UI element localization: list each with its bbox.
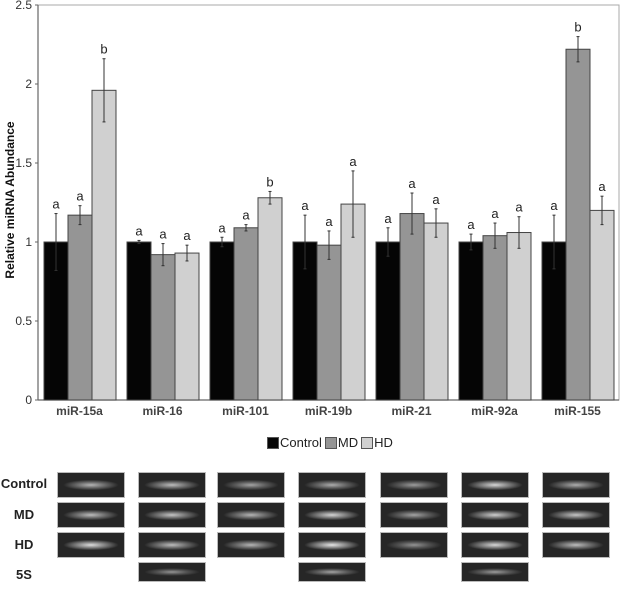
bar-control-mir-101 (209, 241, 235, 401)
significance-letter: b (100, 42, 107, 57)
gel-band-image (298, 532, 366, 558)
significance-letter: a (76, 189, 84, 204)
bar-md-mir-92a (482, 235, 508, 401)
legend-swatch-md (324, 436, 337, 449)
gel-band-image (138, 472, 206, 498)
bar-hd-mir-101 (257, 197, 283, 401)
gel-band-image (461, 532, 529, 558)
bar-md-mir-101 (233, 227, 259, 401)
axes: 0 0.5 1 1.5 2 2.5 miR-15a miR-16 miR-101 miR-19b m… (15, 0, 620, 418)
gel-band-image (57, 502, 125, 528)
gel-band-image (298, 502, 366, 528)
x-tick-label: miR-19b (305, 404, 352, 418)
y-tick-label: 1 (25, 235, 32, 249)
gel-band-image (138, 502, 206, 528)
significance-letter: a (52, 197, 60, 212)
significance-letter: b (266, 174, 273, 189)
legend-label-md: MD (337, 435, 359, 450)
legend-label-control: Control (280, 435, 322, 450)
gel-band-image (542, 472, 610, 498)
bar-hd-mir-16 (174, 252, 200, 401)
gel-band-image (138, 532, 206, 558)
significance-letter: a (242, 208, 250, 223)
y-tick-label: 1.5 (15, 156, 32, 170)
y-tick-label: 0.5 (15, 314, 32, 328)
gel-band-image (380, 532, 448, 558)
bar-control-mir-21 (375, 241, 401, 401)
y-tick-label: 2.5 (15, 0, 32, 12)
y-tick-label: 0 (25, 393, 32, 407)
significance-letter: a (135, 223, 143, 238)
x-tick-label: miR-101 (222, 404, 269, 418)
gel-row-label-5s: 5S (16, 567, 32, 582)
significance-letter: a (384, 211, 392, 226)
gel-band-image (461, 562, 529, 582)
bar-control-mir-16 (126, 241, 152, 401)
significance-letter: a (349, 154, 357, 169)
gel-row-label-md: MD (13, 507, 35, 522)
gel-band-image (298, 472, 366, 498)
gel-band-image (217, 502, 285, 528)
legend-label-hd: HD (374, 435, 393, 450)
gel-band-image (57, 472, 125, 498)
gel-band-image (217, 532, 285, 558)
gel-row-label-control: Control (0, 476, 48, 491)
bar-chart: 0 0.5 1 1.5 2 2.5 miR-15a miR-16 miR-101 miR-19b m… (3, 0, 620, 418)
x-tick-label: miR-92a (471, 404, 518, 418)
y-axis-label: Relative miRNA Abundance (3, 121, 17, 278)
bar-hd-mir-21 (423, 222, 449, 401)
significance-letter: a (432, 192, 440, 207)
significance-letter: a (159, 227, 167, 242)
gel-band-image (461, 472, 529, 498)
bar-hd-mir-92a (506, 232, 532, 401)
significance-letter: a (218, 220, 226, 235)
significance-letter: a (515, 200, 523, 215)
gel-band-image (217, 472, 285, 498)
significance-letter: a (598, 179, 606, 194)
y-tick-label: 2 (25, 77, 32, 91)
significance-letter: a (183, 228, 191, 243)
gel-band-image (461, 502, 529, 528)
significance-letter: b (574, 20, 581, 35)
bars: a a b a a a a a b a a a a a a a a a a b a (43, 20, 615, 401)
x-tick-label: miR-21 (391, 404, 431, 418)
x-tick-label: miR-155 (554, 404, 601, 418)
gel-band-image (380, 472, 448, 498)
bar-md-mir-155 (565, 48, 591, 401)
significance-letter: a (491, 206, 499, 221)
x-tick-label: miR-16 (142, 404, 182, 418)
gel-band-image (542, 502, 610, 528)
gel-band-image (57, 532, 125, 558)
significance-letter: a (301, 198, 309, 213)
significance-letter: a (325, 214, 333, 229)
bar-hd-mir-155 (589, 209, 615, 401)
legend-swatch-hd (361, 436, 374, 449)
significance-letter: a (467, 217, 475, 232)
bar-control-mir-92a (458, 241, 484, 401)
gel-band-image (298, 562, 366, 582)
bar-md-mir-15a (67, 214, 93, 401)
significance-letter: a (408, 176, 416, 191)
bar-hd-mir-15a (91, 89, 117, 401)
bar-md-mir-16 (150, 254, 176, 401)
gel-band-image (542, 532, 610, 558)
gel-row-label-hd: HD (14, 537, 34, 552)
gel-band-image (380, 502, 448, 528)
x-tick-label: miR-15a (56, 404, 103, 418)
gel-band-image (138, 562, 206, 582)
legend-swatch-control (267, 436, 279, 449)
legend: Control MD HD (267, 435, 396, 450)
bar-md-mir-21 (399, 213, 425, 401)
bar-md-mir-19b (316, 244, 342, 401)
significance-letter: a (550, 198, 558, 213)
